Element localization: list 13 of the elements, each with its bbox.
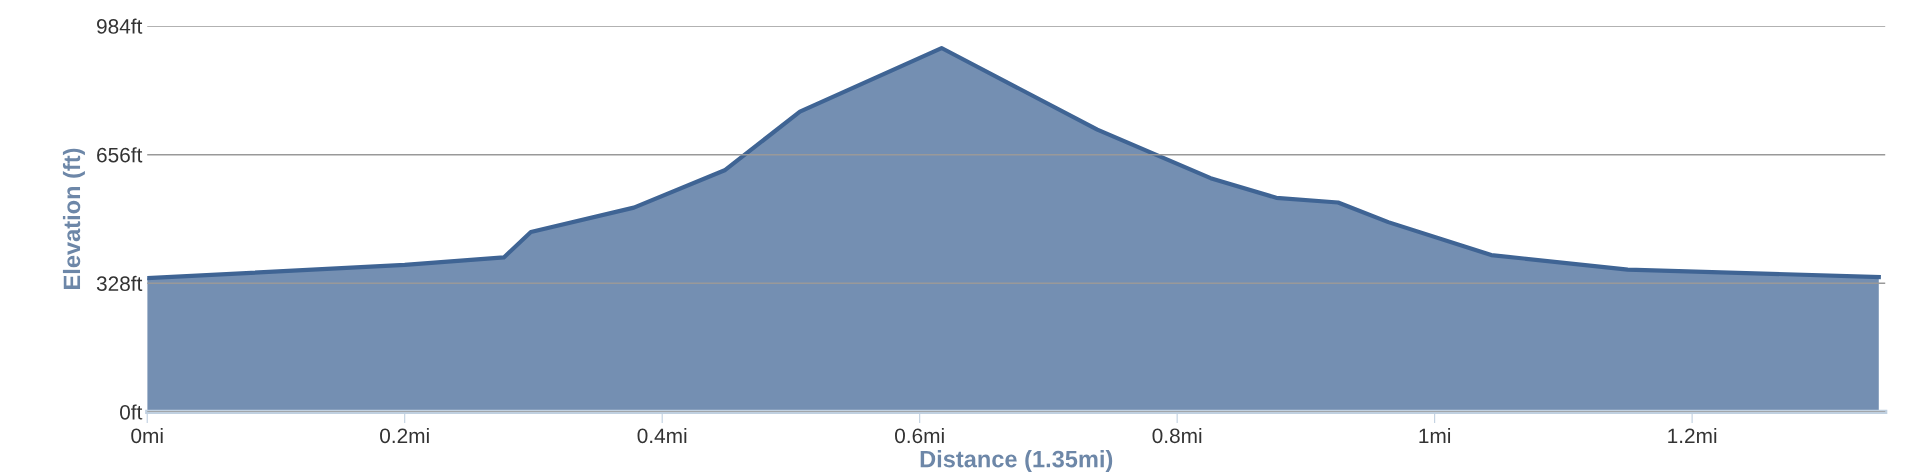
- x-tick-label: 0mi: [131, 427, 163, 444]
- x-tick-label: 1.2mi: [1668, 427, 1717, 443]
- y-tick-label: 328ft: [96, 275, 143, 292]
- y-axis-title: Elevation (ft): [62, 148, 85, 289]
- x-tick-label: 0.8mi: [1152, 427, 1202, 444]
- x-tick-label: 0.6mi: [895, 427, 944, 444]
- y-tick-label: 984ft: [97, 18, 143, 34]
- x-tick-label: 0.4mi: [637, 427, 687, 444]
- y-tick-label: 656ft: [97, 147, 143, 163]
- x-tick-label: 1mi: [1419, 427, 1451, 443]
- x-tick-label: 0.2mi: [380, 427, 429, 444]
- y-tick-label: 0ft: [120, 404, 143, 420]
- x-axis-title: Distance (1.35mi): [920, 450, 1113, 473]
